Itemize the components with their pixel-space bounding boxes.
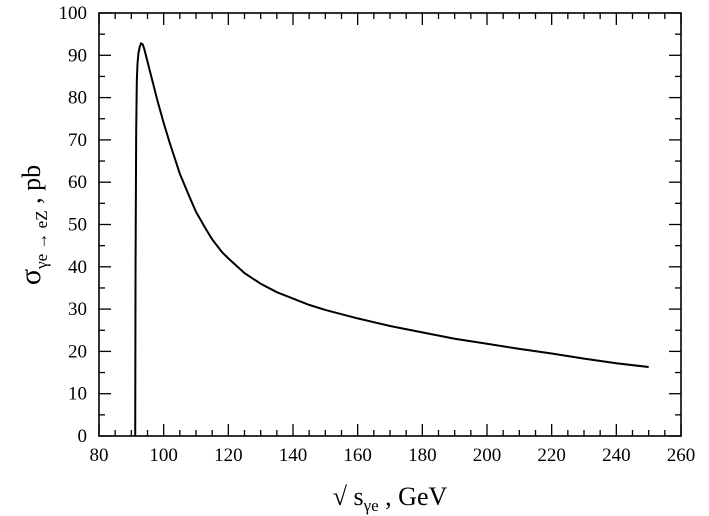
y-tick-label: 70 [68, 130, 87, 151]
x-tick-label: 260 [667, 445, 696, 466]
x-tick-label: 120 [214, 445, 243, 466]
y-tick-label: 50 [68, 215, 87, 236]
y-axis-title: σγe → eZ , pb [14, 165, 51, 285]
plot-frame [98, 12, 682, 437]
y-tick-label: 20 [68, 341, 87, 362]
y-tick-label: 40 [68, 257, 87, 278]
y-tick-label: 0 [78, 426, 88, 447]
x-tick-label: 80 [90, 445, 109, 466]
axis-ticks [98, 12, 682, 437]
x-tick-label: 200 [473, 445, 502, 466]
y-tick-label: 30 [68, 299, 87, 320]
series-line [134, 42, 649, 437]
x-tick-label: 140 [279, 445, 308, 466]
y-axis-title-subscript: γe → eZ [32, 210, 51, 270]
y-axis-title-main: σ [14, 269, 47, 285]
x-axis-title-subscript: γe [363, 496, 379, 515]
x-axis-title-unit: , GeV [379, 482, 448, 511]
y-tick-label: 10 [68, 384, 87, 405]
x-axis-title: √ sγe , GeV [333, 482, 448, 515]
y-axis-title-unit: , pb [17, 165, 46, 211]
x-tick-label: 100 [149, 445, 178, 466]
y-tick-label: 80 [68, 88, 87, 109]
y-tick-label: 90 [68, 45, 87, 66]
axis-tick-labels: 80 100 120 140 160 180 200 220 240 260 0 10 20 30 40 50… [59, 3, 696, 466]
y-tick-label: 100 [59, 3, 88, 24]
x-tick-label: 240 [602, 445, 631, 466]
x-tick-label: 220 [537, 445, 566, 466]
y-tick-label: 60 [68, 172, 87, 193]
x-tick-label: 180 [408, 445, 437, 466]
x-axis-title-main: √ s [333, 482, 364, 511]
x-tick-label: 160 [343, 445, 372, 466]
